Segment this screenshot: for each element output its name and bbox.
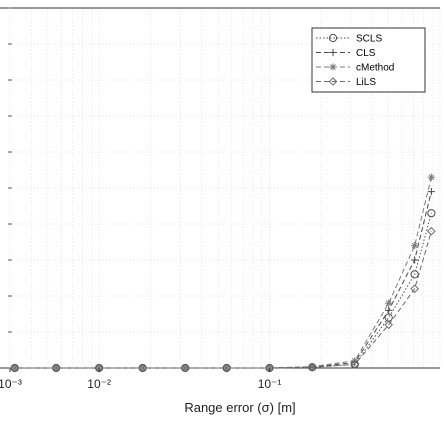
marker-circle: [427, 209, 436, 218]
marker-plus: [427, 188, 435, 196]
marker-circle: [328, 33, 338, 43]
marker-star: [11, 364, 19, 372]
marker-diamond: [138, 363, 147, 373]
marker-plus: [385, 306, 393, 314]
legend-box: [311, 27, 426, 93]
marker-star: [411, 242, 419, 250]
marker-plus: [411, 256, 419, 264]
marker-plus: [329, 48, 337, 57]
legend-item: SCLS: [316, 34, 382, 45]
marker-star: [308, 362, 316, 371]
marker-diamond: [180, 363, 190, 373]
marker-diamond: [222, 363, 231, 373]
x-tick-label: 10⁻³: [0, 377, 22, 391]
series-scls: [10, 209, 436, 373]
x-axis-label: Range error (σ) [m]: [184, 400, 295, 415]
marker-diamond: [307, 362, 317, 372]
legend: SCLS CLS cMethod LiLS: [311, 27, 426, 93]
series-line: [14, 177, 432, 369]
marker-star: [139, 364, 147, 372]
marker-diamond: [350, 360, 360, 369]
marker-star: [385, 299, 393, 307]
marker-diamond: [51, 363, 61, 373]
legend-label: SCLS: [356, 34, 382, 45]
marker-star: [329, 63, 337, 71]
x-tick-label: 10⁻¹: [258, 377, 282, 391]
series-layer: [10, 173, 436, 373]
legend-item: CLS: [316, 48, 376, 59]
legend-item: LiLS: [316, 77, 376, 88]
marker-star: [427, 173, 435, 181]
legend-label: LiLS: [356, 77, 376, 88]
marker-diamond: [10, 363, 20, 373]
grid: [9, 7, 441, 369]
marker-diamond: [328, 77, 338, 86]
series-line: [14, 231, 432, 369]
series-line: [14, 191, 432, 369]
marker-diamond: [410, 284, 419, 294]
x-tick-label: 10⁻²: [87, 377, 111, 391]
legend-label: CLS: [356, 48, 376, 59]
series-cls: [11, 188, 435, 372]
series-lils: [10, 226, 436, 373]
marker-diamond: [384, 320, 393, 330]
legend-label: cMethod: [356, 63, 394, 74]
series-line: [14, 213, 432, 369]
legend-item: cMethod: [316, 63, 394, 74]
marker-diamond: [427, 226, 436, 236]
x-tick-labels: 10⁻³ 10⁻² 10⁻¹: [0, 368, 281, 391]
marker-circle: [410, 270, 419, 279]
